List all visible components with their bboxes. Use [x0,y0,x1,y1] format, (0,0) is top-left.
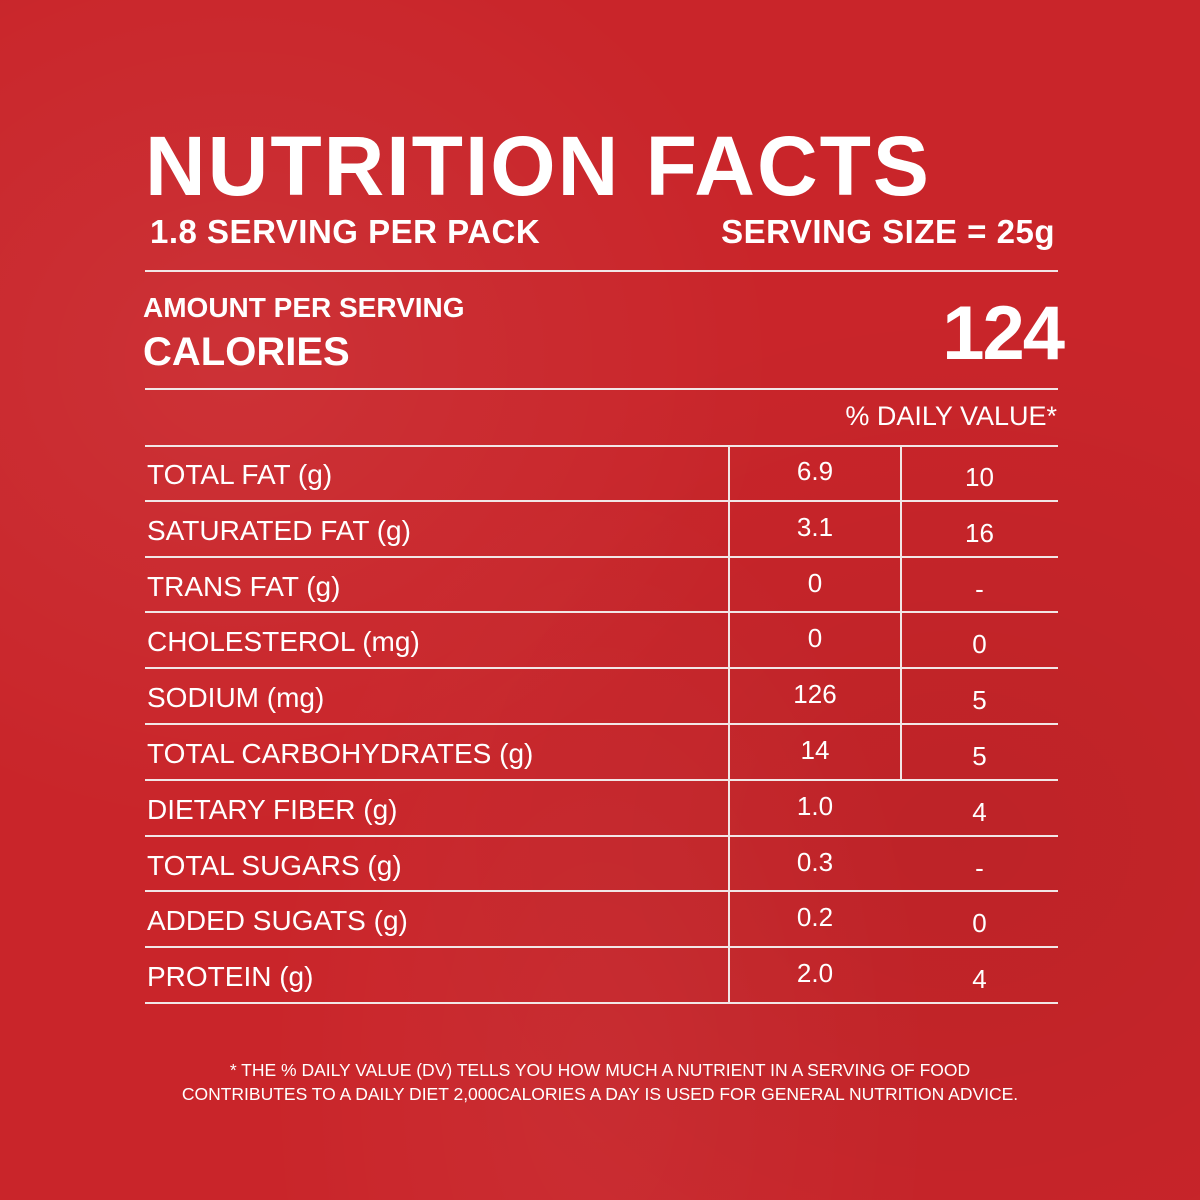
table-row: TOTAL SUGARS (g) 0.3 - [145,837,1058,893]
nutrient-name: ADDED SUGATS (g) [147,905,408,937]
page-title: NUTRITION FACTS [145,119,931,213]
table-row: ADDED SUGATS (g) 0.2 0 [145,892,1058,949]
servings-per-pack: 1.8 SERVING PER PACK [150,213,541,250]
nutrient-name: SODIUM (mg) [147,682,325,714]
nutrient-name: TRANS FAT (g) [147,570,341,602]
nutrient-daily-value: 5 [972,685,987,716]
nutrient-amount: 3.1 [796,511,834,542]
table-row: CHOLESTEROL (mg) 0 0 [145,613,1058,670]
nutrient-amount: 0.3 [796,846,834,877]
daily-value-header: % DAILY VALUE* [845,401,1057,431]
divider [145,270,1058,272]
nutrient-daily-value: - [975,852,984,883]
nutrient-name: TOTAL FAT (g) [147,459,333,490]
nutrient-daily-value: 4 [972,796,987,827]
nutrient-amount: 0.2 [796,902,834,933]
nutrient-amount: 0 [807,567,823,598]
nutrient-amount: 2.0 [796,958,834,989]
column-divider [728,446,730,1004]
nutrient-amount: 0 [807,623,823,654]
footnote: * THE % DAILY VALUE (DV) TELLS YOU HOW M… [0,1058,1200,1106]
nutrient-daily-value: 10 [965,462,994,492]
table-row: TOTAL FAT (g) 6.9 10 [145,446,1058,502]
nutrient-daily-value: 4 [972,964,987,995]
serving-size: SERVING SIZE = 25g [721,213,1055,250]
table-row: DIETARY FIBER (g) 1.0 4 [145,781,1058,837]
nutrient-daily-value: 0 [972,629,987,660]
nutrient-name: CHOLESTEROL (mg) [147,626,420,658]
table-row: TOTAL CARBOHYDRATES (g) 14 5 [145,725,1058,781]
table-row: SODIUM (mg) 126 5 [145,669,1058,725]
table-row: PROTEIN (g) 2.0 4 [145,948,1058,1004]
nutrient-name: TOTAL CARBOHYDRATES (g) [147,737,534,769]
nutrient-amount: 14 [800,734,830,765]
nutrient-name: TOTAL SUGARS (g) [147,849,402,881]
footnote-line: * THE % DAILY VALUE (DV) TELLS YOU HOW M… [229,1060,971,1080]
nutrient-daily-value: 0 [972,908,987,939]
amount-per-serving-label: AMOUNT PER SERVING [143,292,465,323]
nutrition-table: TOTAL FAT (g) 6.9 10 SATURATED FAT (g) 3.1 16… [145,446,1058,1004]
nutrient-daily-value: 16 [965,517,994,548]
footnote-line: CONTRIBUTES TO A DAILY DIET 2,000CALORIE… [181,1084,1019,1104]
calories-label: CALORIES [143,330,350,374]
nutrient-daily-value: 5 [972,740,987,771]
nutrient-amount: 126 [793,679,837,710]
divider [145,445,1058,447]
divider [145,388,1058,390]
table-row: SATURATED FAT (g) 3.1 16 [145,502,1058,558]
nutrient-name: SATURATED FAT (g) [147,514,411,546]
calories-value: 124 [942,291,1065,376]
nutrient-amount: 6.9 [796,456,834,486]
nutrient-name: PROTEIN (g) [147,961,314,993]
nutrient-daily-value: - [975,573,984,604]
table-row: TRANS FAT (g) 0 - [145,558,1058,614]
nutrient-amount: 1.0 [796,790,834,821]
nutrient-name: DIETARY FIBER (g) [147,793,398,825]
